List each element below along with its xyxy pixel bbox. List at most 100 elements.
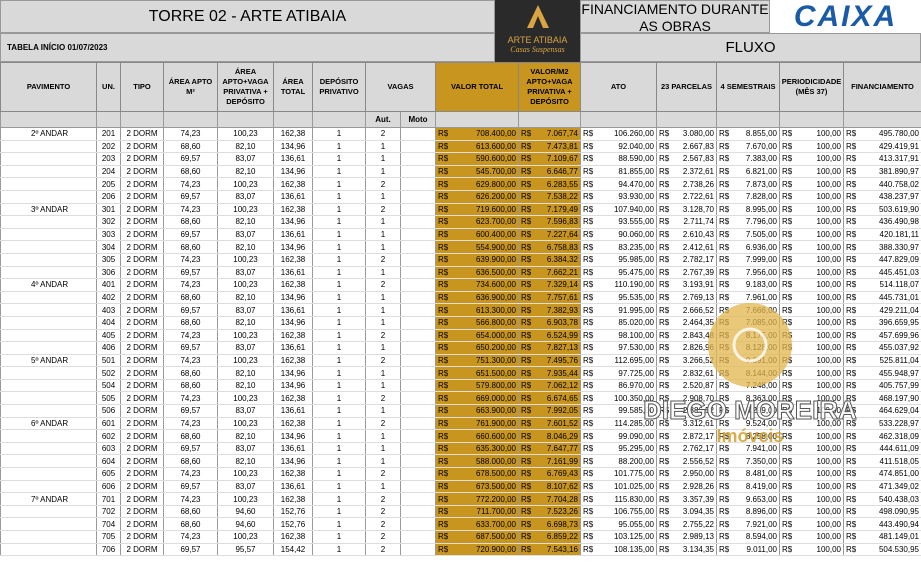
unit-row: 2º ANDAR 201 2 DORM 74,23 100,23 162,38 1 2 R$ 70… [0, 127, 921, 141]
money-cell: R$ 540.438,03 [843, 492, 921, 506]
money-cell: R$ 600.400,00 [435, 228, 519, 242]
currency: R$ [583, 154, 594, 164]
cell: 162,38 [273, 530, 313, 544]
money-cell: R$ 7.796,00 [716, 215, 780, 229]
currency: R$ [846, 481, 857, 491]
currency: R$ [438, 255, 449, 265]
money-cell: R$ 719.600,00 [435, 202, 519, 217]
money-cell: R$ 429.211,04 [843, 303, 921, 317]
currency: R$ [521, 280, 532, 290]
currency: R$ [846, 507, 857, 517]
cell: 69,57 [163, 480, 218, 494]
amount: 7.670,00 [745, 141, 777, 151]
cell: 2 DORM [120, 543, 164, 557]
money-cell: R$ 2.989,13 [656, 530, 717, 544]
unit-row: 5º ANDAR 501 2 DORM 74,23 100,23 162,38 1 2 R$ 75… [0, 353, 921, 368]
cell: 606 [96, 480, 121, 494]
money-cell: R$ 88.590,00 [580, 152, 657, 166]
money-cell: R$ 93.555,00 [580, 215, 657, 229]
logo-icon [526, 5, 549, 28]
cell: 83,07 [217, 442, 274, 456]
amount: 8.481,00 [745, 469, 777, 479]
unit-row: 304 2 DORM 68,60 82,10 134,96 1 1 R$ 554.900,00 R… [0, 240, 921, 254]
currency: R$ [521, 293, 532, 303]
cell: 74,23 [163, 127, 218, 141]
amount: 7.666,00 [745, 305, 777, 315]
amount: 7.473,81 [546, 141, 578, 151]
currency: R$ [659, 481, 670, 491]
money-cell: R$ 100,00 [779, 303, 844, 317]
money-cell: R$ 6.698,73 [518, 517, 581, 531]
money-cell: R$ 2.832,61 [656, 366, 717, 380]
amount: 7.085,00 [745, 318, 777, 328]
cell: 2 [365, 202, 401, 217]
cell: 2 [365, 505, 401, 519]
amount: 100,00 [816, 456, 841, 466]
amount: 440.758,02 [878, 179, 919, 189]
amount: 2.843,48 [682, 330, 714, 340]
amount: 8.175,00 [745, 330, 777, 340]
amount: 761.900,00 [475, 418, 516, 428]
cell: 2 DORM [120, 454, 164, 469]
amount: 100.350,00 [613, 393, 654, 403]
money-cell: R$ 100,00 [779, 517, 844, 531]
amount: 2.908,70 [682, 393, 714, 403]
money-cell: R$ 7.704,28 [518, 492, 581, 506]
amount: 7.921,00 [745, 519, 777, 529]
currency: R$ [521, 217, 532, 227]
cell: 1 [312, 366, 366, 380]
column-header: ÁREA TOTAL [273, 62, 313, 112]
currency: R$ [521, 192, 532, 202]
money-cell: R$ 6.903,78 [518, 316, 581, 330]
cell: 1 [365, 291, 401, 305]
amount: 100,00 [816, 255, 841, 265]
cell: 162,38 [273, 127, 313, 141]
cell: 1 [365, 379, 401, 393]
amount: 438.237,97 [878, 192, 919, 202]
money-cell: R$ 100,00 [779, 341, 844, 355]
cell: 74,23 [163, 202, 218, 217]
currency: R$ [719, 242, 730, 252]
unit-row: 604 2 DORM 68,60 82,10 134,96 1 1 R$ 588.000,00 R… [0, 454, 921, 469]
money-cell: R$ 97.530,00 [580, 341, 657, 355]
cell: 2 [365, 517, 401, 531]
amount: 3.128,70 [682, 204, 714, 214]
money-cell: R$ 7.495,76 [518, 353, 581, 368]
currency: R$ [719, 469, 730, 479]
currency: R$ [438, 343, 449, 353]
cell: 2 DORM [120, 530, 164, 544]
currency: R$ [659, 418, 670, 428]
money-cell: R$ 100,00 [779, 215, 844, 229]
amount: 7.601,52 [546, 418, 578, 428]
amount: 2.722,61 [682, 192, 714, 202]
cell: 502 [96, 366, 121, 380]
money-cell: R$ 533.228,97 [843, 416, 921, 431]
money-cell: R$ 114.285,00 [580, 416, 657, 431]
unit-row: 4º ANDAR 401 2 DORM 74,23 100,23 162,38 1 2 R$ 73… [0, 278, 921, 292]
amount: 498.090,95 [878, 507, 919, 517]
money-cell: R$ 9.011,00 [716, 543, 780, 557]
cell: 402 [96, 291, 121, 305]
cell: 82,10 [217, 291, 274, 305]
money-cell: R$ 100,00 [779, 228, 844, 242]
money-cell: R$ 8.855,00 [716, 127, 780, 141]
moto-cell [400, 127, 436, 141]
currency: R$ [438, 544, 449, 554]
unit-row: 402 2 DORM 68,60 82,10 134,96 1 1 R$ 636.900,00 R… [0, 291, 921, 305]
money-cell: R$ 100,00 [779, 442, 844, 456]
amount: 100,00 [816, 330, 841, 340]
amount: 3.193,91 [682, 280, 714, 290]
title: TORRE 02 - ARTE ATIBAIA [0, 0, 495, 33]
moto-cell [400, 429, 436, 443]
currency: R$ [583, 129, 594, 139]
currency: R$ [719, 355, 730, 365]
money-cell: R$ 2.520,87 [656, 379, 717, 393]
cell: 136,61 [273, 341, 313, 355]
amount: 2.826,96 [682, 343, 714, 353]
currency: R$ [782, 129, 793, 139]
currency: R$ [782, 544, 793, 554]
currency: R$ [583, 368, 594, 378]
money-cell: R$ 8.046,29 [518, 429, 581, 443]
cell: 605 [96, 467, 121, 481]
money-cell: R$ 91.995,00 [580, 303, 657, 317]
